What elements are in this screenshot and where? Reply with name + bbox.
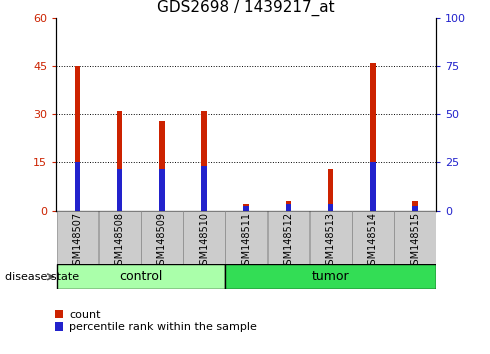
- Bar: [225, 264, 436, 289]
- Bar: [394, 211, 436, 264]
- Bar: [244, 204, 249, 211]
- Text: disease state: disease state: [5, 272, 79, 282]
- Bar: [310, 211, 351, 264]
- Bar: [412, 206, 418, 211]
- Text: GSM148515: GSM148515: [410, 212, 420, 272]
- Bar: [225, 211, 267, 264]
- Bar: [286, 204, 291, 211]
- Bar: [201, 166, 207, 211]
- Text: GSM148514: GSM148514: [368, 212, 378, 271]
- Bar: [370, 162, 375, 211]
- Legend: count, percentile rank within the sample: count, percentile rank within the sample: [54, 310, 257, 332]
- Bar: [159, 169, 165, 211]
- Bar: [159, 121, 165, 211]
- Bar: [268, 211, 309, 264]
- Bar: [56, 264, 225, 289]
- Bar: [56, 211, 98, 264]
- Text: GSM148512: GSM148512: [283, 212, 294, 272]
- Text: GSM148513: GSM148513: [326, 212, 336, 271]
- Bar: [244, 206, 249, 211]
- Text: GSM148510: GSM148510: [199, 212, 209, 271]
- Title: GDS2698 / 1439217_at: GDS2698 / 1439217_at: [157, 0, 335, 16]
- Bar: [352, 211, 393, 264]
- Bar: [286, 201, 291, 211]
- Bar: [74, 66, 80, 211]
- Bar: [370, 63, 375, 211]
- Bar: [74, 162, 80, 211]
- Bar: [328, 204, 333, 211]
- Text: GSM148511: GSM148511: [241, 212, 251, 271]
- Bar: [328, 169, 333, 211]
- Text: GSM148508: GSM148508: [115, 212, 124, 271]
- Bar: [183, 211, 225, 264]
- Bar: [117, 111, 122, 211]
- Bar: [201, 111, 207, 211]
- Text: control: control: [119, 270, 162, 282]
- Text: GSM148509: GSM148509: [157, 212, 167, 271]
- Text: GSM148507: GSM148507: [73, 212, 82, 272]
- Text: tumor: tumor: [312, 270, 349, 282]
- Bar: [99, 211, 141, 264]
- Bar: [141, 211, 183, 264]
- Bar: [117, 169, 122, 211]
- Bar: [412, 201, 418, 211]
